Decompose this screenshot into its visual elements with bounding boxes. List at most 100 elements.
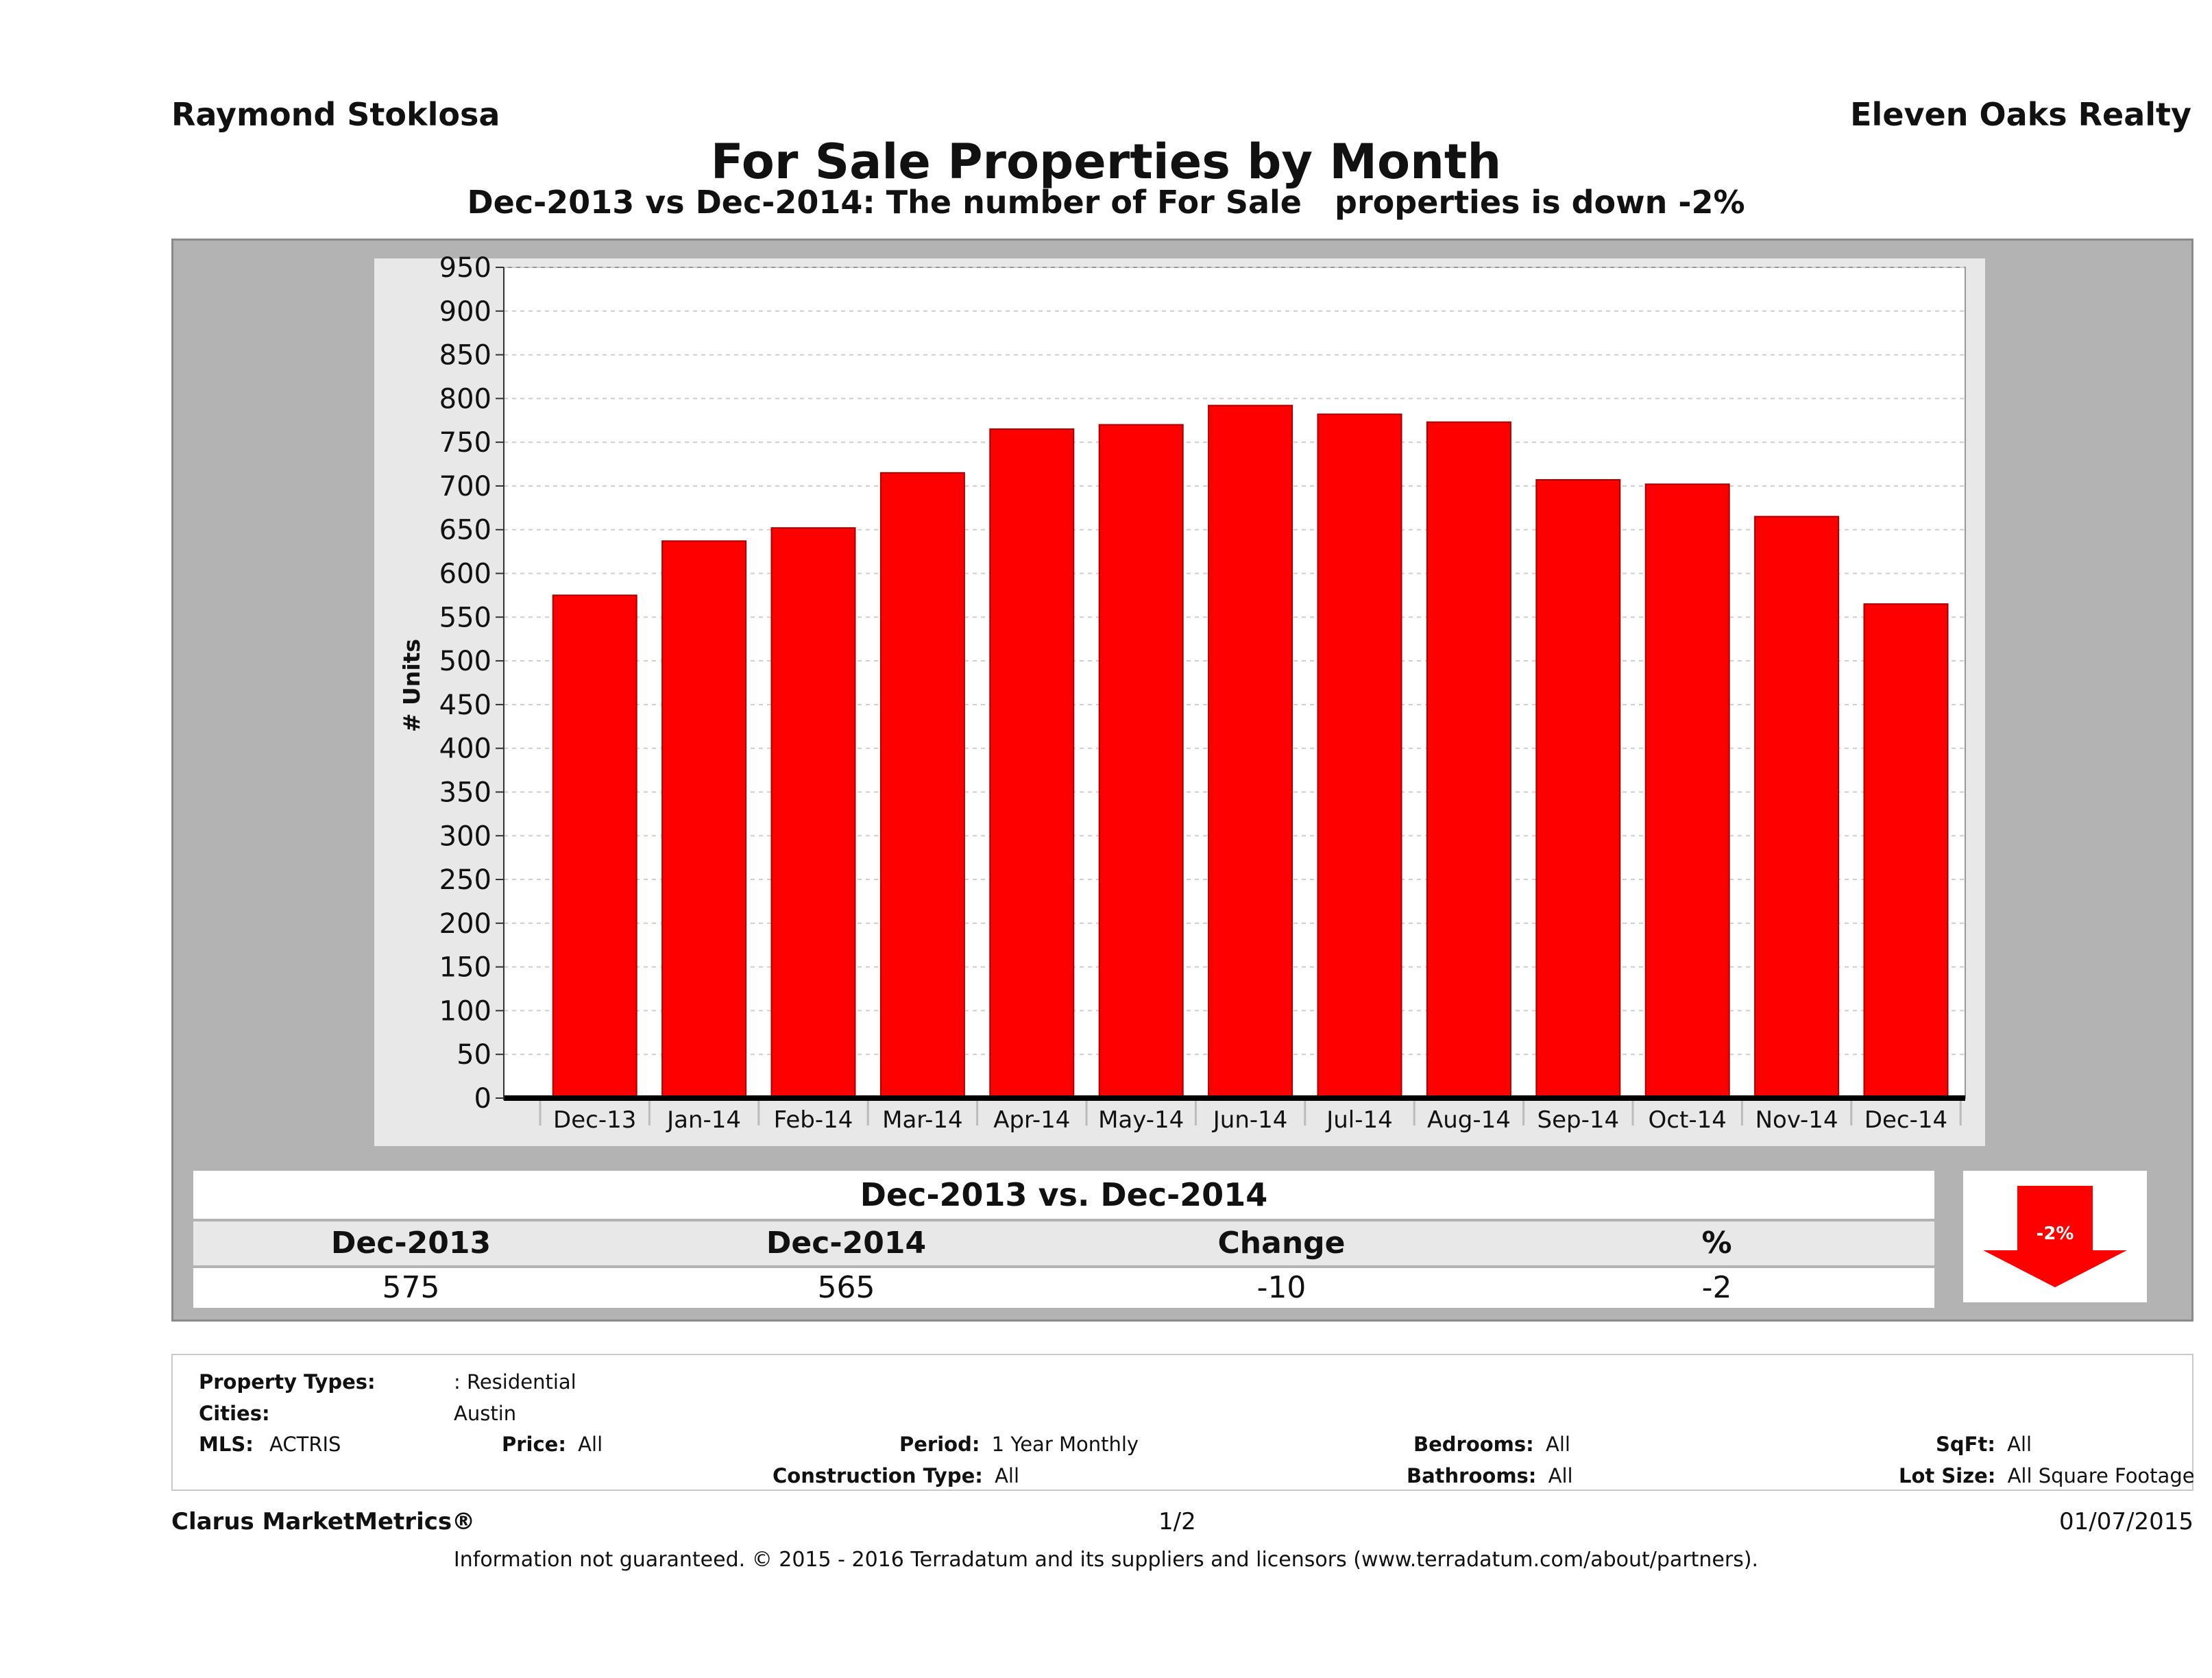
report-subtitle: Dec-2013 vs Dec-2014: The number of For …	[467, 184, 1745, 221]
lot-size-value: All Square Footage	[2007, 1464, 2195, 1487]
header-dec-2013: Dec-2013	[330, 1226, 491, 1261]
y-tick-label: 50	[457, 1039, 491, 1071]
y-tick-label: 100	[439, 995, 491, 1027]
bar-dec-14	[1863, 603, 1949, 1099]
criteria-cities: Cities:	[199, 1402, 270, 1425]
period-value: 1 Year Monthly	[991, 1433, 1139, 1456]
value-change: -10	[1256, 1270, 1306, 1305]
sqft-value: All	[2007, 1433, 2032, 1456]
sqft-label: SqFt:	[1936, 1433, 1995, 1456]
price-label: Price:	[502, 1433, 566, 1456]
x-axis-ticks: Dec-13 Jan-14 Feb-14 Mar-14 Apr-14 May-14 Jun-…	[539, 1098, 1962, 1134]
criteria-period: Period: 1 Year Monthly	[899, 1433, 1139, 1456]
criteria-bedrooms: Bedrooms: All	[1413, 1433, 1570, 1456]
header-percent: %	[1701, 1226, 1732, 1261]
header-change: Change	[1217, 1226, 1346, 1261]
x-tick-label: Mar-14	[882, 1106, 963, 1134]
bar-nov-14	[1754, 515, 1840, 1099]
bar-aug-14	[1426, 421, 1511, 1099]
disclaimer: Information not guaranteed. © 2015 - 201…	[453, 1548, 1759, 1572]
mls-label: MLS:	[199, 1433, 254, 1456]
y-tick-label: 0	[474, 1083, 491, 1115]
property-types-label: Property Types:	[199, 1370, 376, 1394]
cities-value: Austin	[454, 1402, 517, 1425]
criteria-price: Price: All	[502, 1433, 603, 1456]
change-badge: -2%	[1963, 1171, 2147, 1302]
summary-title: Dec-2013 vs. Dec-2014	[860, 1176, 1268, 1213]
construction-value: All	[995, 1464, 1020, 1487]
y-tick-label: 800	[439, 383, 491, 415]
y-tick-label: 450	[439, 690, 491, 721]
bathrooms-label: Bathrooms:	[1407, 1464, 1537, 1487]
cities-label: Cities:	[199, 1402, 270, 1425]
bars	[552, 404, 1949, 1099]
y-tick-label: 900	[439, 296, 491, 328]
y-tick-label: 500	[439, 646, 491, 677]
value-dec-2014: 565	[817, 1270, 875, 1305]
criteria-mls: MLS: ACTRIS	[199, 1433, 341, 1456]
bar-sep-14	[1535, 479, 1621, 1099]
bathrooms-value: All	[1548, 1464, 1573, 1487]
y-tick-label: 200	[439, 908, 491, 940]
x-tick-label: Dec-13	[553, 1106, 636, 1134]
bar-jan-14	[661, 540, 747, 1099]
y-axis-label: # Units	[398, 639, 425, 732]
x-tick-label: Apr-14	[993, 1106, 1070, 1134]
value-percent: -2	[1701, 1270, 1732, 1305]
x-tick-label: Sep-14	[1537, 1106, 1619, 1134]
y-tick-label: 700	[439, 471, 491, 502]
x-tick-label: May-14	[1098, 1106, 1184, 1134]
criteria-construction: Construction Type: All	[773, 1464, 1019, 1487]
summary-header-row: Dec-2013 Dec-2014 Change %	[193, 1221, 1934, 1265]
bar-dec-13	[552, 594, 637, 1099]
bar-feb-14	[770, 527, 856, 1099]
x-tick-label: Feb-14	[774, 1106, 853, 1134]
x-tick-label: Dec-14	[1864, 1106, 1947, 1134]
y-tick-label: 550	[439, 602, 491, 633]
x-tick-label: Aug-14	[1427, 1106, 1511, 1134]
y-tick-label: 400	[439, 733, 491, 765]
x-tick-label: Oct-14	[1649, 1106, 1727, 1134]
header-dec-2014: Dec-2014	[766, 1226, 927, 1261]
summary-title-row: Dec-2013 vs. Dec-2014	[193, 1171, 1934, 1219]
bar-oct-14	[1644, 483, 1730, 1099]
y-tick-label: 150	[439, 952, 491, 984]
bar-may-14	[1098, 424, 1184, 1099]
footer-brand: Clarus MarketMetrics®	[171, 1508, 476, 1535]
y-tick-label: 750	[439, 427, 491, 459]
page-number: 1/2	[1158, 1508, 1196, 1535]
price-value: All	[578, 1433, 603, 1456]
down-arrow-icon: -2%	[1983, 1186, 2127, 1287]
agent-name: Raymond Stoklosa	[171, 96, 500, 133]
property-types-value: : Residential	[454, 1370, 576, 1394]
x-tick-label: Jan-14	[666, 1106, 741, 1134]
search-criteria: Property Types: : Residential Cities: Au…	[171, 1354, 2195, 1491]
lot-size-label: Lot Size:	[1899, 1464, 1996, 1487]
y-tick-label: 650	[439, 515, 491, 546]
value-dec-2013: 575	[382, 1270, 440, 1305]
construction-label: Construction Type:	[773, 1464, 983, 1487]
y-tick-label: 250	[439, 864, 491, 896]
criteria-lot-size: Lot Size: All Square Footage	[1899, 1464, 2195, 1487]
bedrooms-value: All	[1545, 1433, 1570, 1456]
report-date: 01/07/2015	[2059, 1508, 2193, 1535]
bar-mar-14	[879, 472, 965, 1099]
x-tick-label: Nov-14	[1755, 1106, 1838, 1134]
criteria-bathrooms: Bathrooms: All	[1407, 1464, 1573, 1487]
bar-apr-14	[989, 428, 1075, 1099]
y-tick-label: 600	[439, 559, 491, 590]
badge-label: -2%	[2037, 1224, 2074, 1244]
x-tick-label: Jul-14	[1325, 1106, 1393, 1134]
y-tick-label: 350	[439, 777, 491, 808]
y-tick-label: 300	[439, 820, 491, 852]
summary-value-row: 575 565 -10 -2	[193, 1268, 1934, 1308]
report-title: For Sale Properties by Month	[710, 134, 1502, 190]
broker-name: Eleven Oaks Realty	[1850, 96, 2191, 133]
y-tick-label: 950	[439, 252, 491, 284]
bar-jul-14	[1317, 413, 1402, 1099]
y-axis-ticks: 0 50 100 150 200 250 300 350 400 450 500 550 600 650 7…	[439, 252, 504, 1115]
criteria-sqft: SqFt: All	[1936, 1433, 2032, 1456]
x-tick-label: Jun-14	[1212, 1106, 1288, 1134]
bar-jun-14	[1208, 404, 1293, 1099]
y-tick-label: 850	[439, 340, 491, 372]
